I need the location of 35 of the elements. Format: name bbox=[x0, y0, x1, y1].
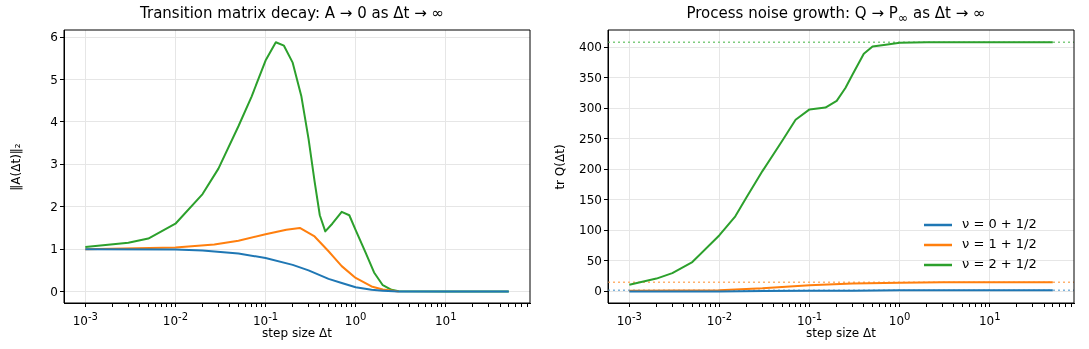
x-tick-label: 10$^{-3}$ bbox=[72, 310, 98, 328]
x-tick-label: 10$^{1}$ bbox=[978, 310, 1001, 328]
y-tick-label: 4 bbox=[50, 114, 58, 129]
y-tick-label: 100 bbox=[579, 223, 602, 238]
y-tick-label: 0 bbox=[594, 284, 602, 299]
x-tick-label: 10$^{-2}$ bbox=[162, 310, 189, 328]
y-tick-label: 3 bbox=[50, 157, 58, 172]
y-tick-label: 350 bbox=[579, 70, 602, 85]
y-axis-title: tr Q(Δt) bbox=[553, 143, 567, 190]
legend-label: ν = 2 + 1/2 bbox=[962, 256, 1037, 272]
x-tick-label: 10$^{-1}$ bbox=[252, 310, 279, 328]
legend-label: ν = 1 + 1/2 bbox=[962, 236, 1037, 252]
y-tick-label: 0 bbox=[50, 284, 58, 299]
x-tick-label: 10$^{0}$ bbox=[344, 310, 367, 328]
chart-title: Process noise growth: Q → P$_{∞}$ as Δt → ∞ bbox=[685, 3, 987, 26]
legend-label: ν = 0 + 1/2 bbox=[962, 216, 1037, 232]
y-tick-label: 2 bbox=[50, 199, 58, 214]
chart-title: Transition matrix decay: A → 0 as Δt → ∞ bbox=[139, 3, 445, 24]
y-tick-label: 400 bbox=[579, 40, 602, 55]
y-tick-label: 6 bbox=[50, 30, 58, 45]
y-tick-label: 5 bbox=[50, 72, 58, 87]
x-tick-label: 10$^{-2}$ bbox=[706, 310, 733, 328]
x-tick-label: 10$^{-3}$ bbox=[616, 310, 642, 328]
y-axis-title: ‖A(Δt)‖₂ bbox=[9, 142, 23, 191]
y-tick-label: 1 bbox=[50, 242, 58, 257]
y-tick-label: 200 bbox=[579, 162, 602, 177]
x-axis-title: step size Δt bbox=[262, 326, 332, 340]
x-axis-title: step size Δt bbox=[806, 326, 876, 340]
x-tick-label: 10$^{1}$ bbox=[434, 310, 457, 328]
y-tick-label: 50 bbox=[586, 253, 602, 268]
x-tick-label: 10$^{0}$ bbox=[888, 310, 911, 328]
y-tick-label: 300 bbox=[579, 101, 602, 116]
y-tick-label: 250 bbox=[579, 131, 602, 146]
y-tick-label: 150 bbox=[579, 192, 602, 207]
x-tick-label: 10$^{-1}$ bbox=[796, 310, 823, 328]
